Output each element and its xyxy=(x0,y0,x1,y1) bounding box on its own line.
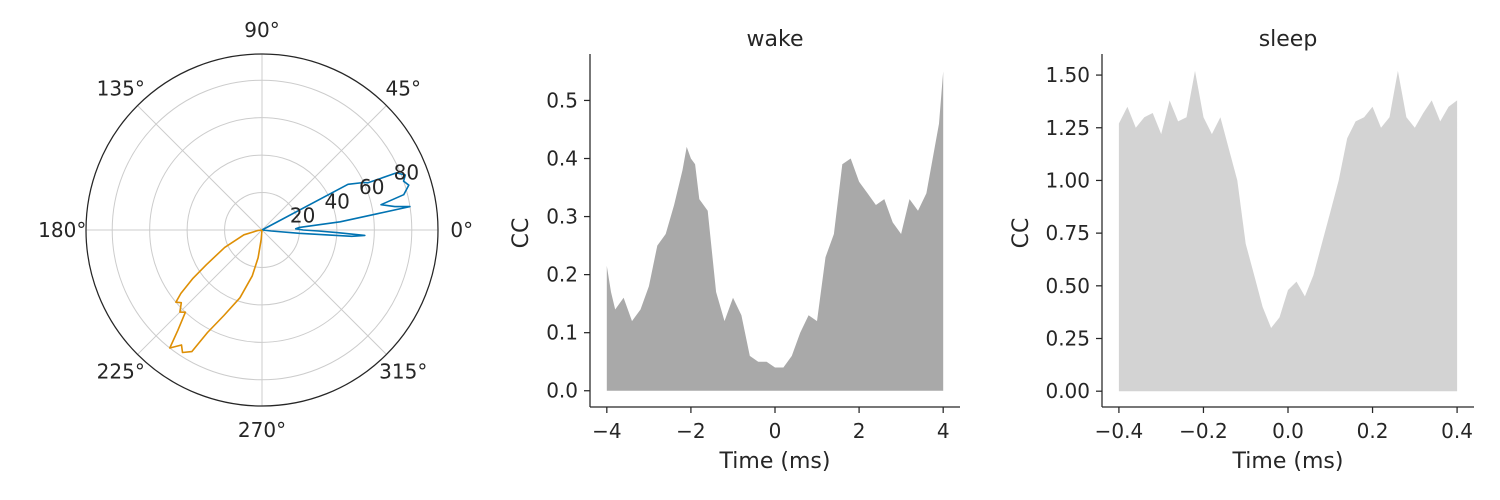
sleep-area-series xyxy=(1118,70,1458,392)
polar-series-line-0 xyxy=(261,172,411,238)
polar-ring-60 xyxy=(149,117,375,343)
polar-radial-tick-label: 20 xyxy=(290,204,315,228)
sleep-y-tick-label: 1.00 xyxy=(1045,168,1090,192)
polar-series-line-1 xyxy=(169,229,263,354)
wake-chart: wake 0.0 0.1 0.2 0.3 0.4 0.5 −4 −2 0 2 4 Time (ms… xyxy=(509,27,960,474)
wake-y-ticks: 0.0 0.1 0.2 0.3 0.4 0.5 xyxy=(546,88,590,403)
wake-y-tick-label: 0.2 xyxy=(546,263,578,287)
sleep-y-tick-label: 1.50 xyxy=(1045,63,1090,87)
wake-area-series xyxy=(606,71,944,391)
wake-y-tick-label: 0.0 xyxy=(546,379,578,403)
polar-radial-tick-label: 80 xyxy=(394,161,419,185)
polar-spoke-315 xyxy=(261,229,387,355)
sleep-x-tick-label: 0.4 xyxy=(1441,419,1473,443)
sleep-chart: sleep 0.000.250.500.751.001.251.50 −0.4−… xyxy=(1009,27,1474,474)
sleep-x-tick-label: −0.4 xyxy=(1095,419,1144,443)
wake-x-tick-label: 2 xyxy=(853,419,866,443)
sleep-y-tick-label: 0.25 xyxy=(1045,327,1090,351)
wake-y-axis-label: CC xyxy=(509,218,534,249)
polar-angle-tick-label: 315° xyxy=(379,359,427,383)
polar-radial-tick-label: 60 xyxy=(359,175,384,199)
polar-angle-tick-labels: 0° 45° 90° 135° 180° 225° 270° 315° xyxy=(38,18,473,442)
polar-ring-40 xyxy=(186,154,338,306)
polar-angle-tick-label: 45° xyxy=(386,77,421,101)
wake-x-ticks: −4 −2 0 2 4 xyxy=(592,407,950,443)
wake-x-tick-label: −2 xyxy=(676,419,705,443)
polar-radial-tick-label: 40 xyxy=(324,189,349,213)
sleep-y-tick-label: 1.25 xyxy=(1045,116,1090,140)
wake-x-axis-label: Time (ms) xyxy=(719,449,831,474)
polar-grid xyxy=(86,54,438,406)
polar-angle-tick-label: 180° xyxy=(38,218,86,242)
sleep-y-tick-label: 0.00 xyxy=(1045,379,1090,403)
sleep-x-tick-label: 0.0 xyxy=(1272,419,1304,443)
wake-y-tick-label: 0.1 xyxy=(546,321,578,345)
wake-x-tick-label: 0 xyxy=(769,419,782,443)
polar-radial-tick-labels: 20 40 60 80 xyxy=(290,161,419,228)
sleep-y-ticks: 0.00 0.25 0.50 0.75 1.00 1.25 1.50 xyxy=(1045,63,1102,403)
wake-y-tick-label: 0.5 xyxy=(546,88,578,112)
sleep-x-axis-label: Time (ms) xyxy=(1232,449,1344,474)
polar-spoke-135 xyxy=(137,105,263,231)
polar-angle-tick-label: 225° xyxy=(97,359,145,383)
polar-angle-tick-label: 90° xyxy=(244,18,279,42)
polar-angle-tick-label: 135° xyxy=(97,77,145,101)
sleep-y-tick-label: 0.50 xyxy=(1045,274,1090,298)
polar-angle-tick-label: 270° xyxy=(238,418,286,442)
sleep-x-tick-label: −0.2 xyxy=(1179,419,1228,443)
polar-ring-80 xyxy=(111,79,413,381)
sleep-y-tick-label: 0.75 xyxy=(1045,221,1090,245)
polar-spoke-45 xyxy=(261,105,387,231)
polar-angle-tick-label: 0° xyxy=(450,218,473,242)
wake-x-tick-label: 4 xyxy=(937,419,950,443)
polar-spoke-225 xyxy=(137,229,263,355)
polar-frame xyxy=(85,53,439,407)
polar-plot: 20 40 60 80 0° 45° 90° 135° 180° 225° 270° 315° xyxy=(38,18,473,442)
polar-series xyxy=(169,172,411,354)
wake-chart-title: wake xyxy=(747,27,804,52)
sleep-y-axis-label: CC xyxy=(1009,218,1034,249)
wake-x-tick-label: −4 xyxy=(592,419,621,443)
sleep-x-tick-label: 0.2 xyxy=(1357,419,1389,443)
sleep-x-ticks: −0.4 −0.2 0.0 0.2 0.4 xyxy=(1095,407,1473,443)
wake-y-tick-label: 0.3 xyxy=(546,205,578,229)
wake-y-tick-label: 0.4 xyxy=(546,147,578,171)
sleep-chart-title: sleep xyxy=(1259,27,1318,52)
